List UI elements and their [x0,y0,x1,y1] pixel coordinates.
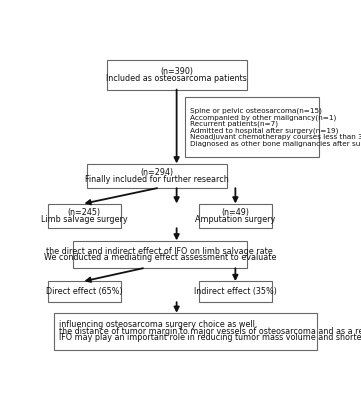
Text: (n=49): (n=49) [221,208,249,217]
Text: Diagnosed as other bone malignancies after surgery(n=31): Diagnosed as other bone malignancies aft… [190,140,361,147]
FancyBboxPatch shape [199,281,272,302]
Text: Recurrent patients(n=7): Recurrent patients(n=7) [190,121,278,127]
Text: influencing osteosarcoma surgery choice as well.: influencing osteosarcoma surgery choice … [58,320,257,329]
Text: Limb salvage surgery: Limb salvage surgery [41,214,127,224]
Text: the direct and indirect effect of IFO on limb salvage rate: the direct and indirect effect of IFO on… [47,247,273,256]
FancyBboxPatch shape [48,204,121,228]
Text: We conducted a mediating effect assessment to evaluate: We conducted a mediating effect assessme… [44,253,276,262]
Text: (n=294): (n=294) [140,168,174,177]
Text: Spine or pelvic osteosarcoma(n=15): Spine or pelvic osteosarcoma(n=15) [190,108,322,114]
Text: (n=390): (n=390) [160,67,193,76]
Text: the distance of tumor margin to major vessels of osteosarcoma and as a result,: the distance of tumor margin to major ve… [58,327,361,336]
FancyBboxPatch shape [48,281,121,302]
Text: Direct effect (65%): Direct effect (65%) [46,287,123,296]
FancyBboxPatch shape [185,97,319,157]
FancyBboxPatch shape [87,164,227,188]
Text: Indirect effect (35%): Indirect effect (35%) [194,287,277,296]
Text: Finally included for further research: Finally included for further research [85,174,229,184]
FancyBboxPatch shape [73,240,247,268]
FancyBboxPatch shape [199,204,272,228]
Text: Included as osteosarcoma patients: Included as osteosarcoma patients [106,74,247,83]
Text: Neoadjuvant chemotherapy courses less than 3 times(n=23): Neoadjuvant chemotherapy courses less th… [190,134,361,140]
FancyBboxPatch shape [107,60,247,90]
Text: IFO may play an important role in reducing tumor mass volume and shortening: IFO may play an important role in reduci… [58,333,361,342]
Text: Accompanied by other malignancy(n=1): Accompanied by other malignancy(n=1) [190,114,336,121]
Text: Amputation surgery: Amputation surgery [195,214,275,224]
Text: Admitted to hospital after surgery(n=19): Admitted to hospital after surgery(n=19) [190,127,338,134]
Text: (n=245): (n=245) [68,208,101,217]
FancyBboxPatch shape [53,313,317,350]
